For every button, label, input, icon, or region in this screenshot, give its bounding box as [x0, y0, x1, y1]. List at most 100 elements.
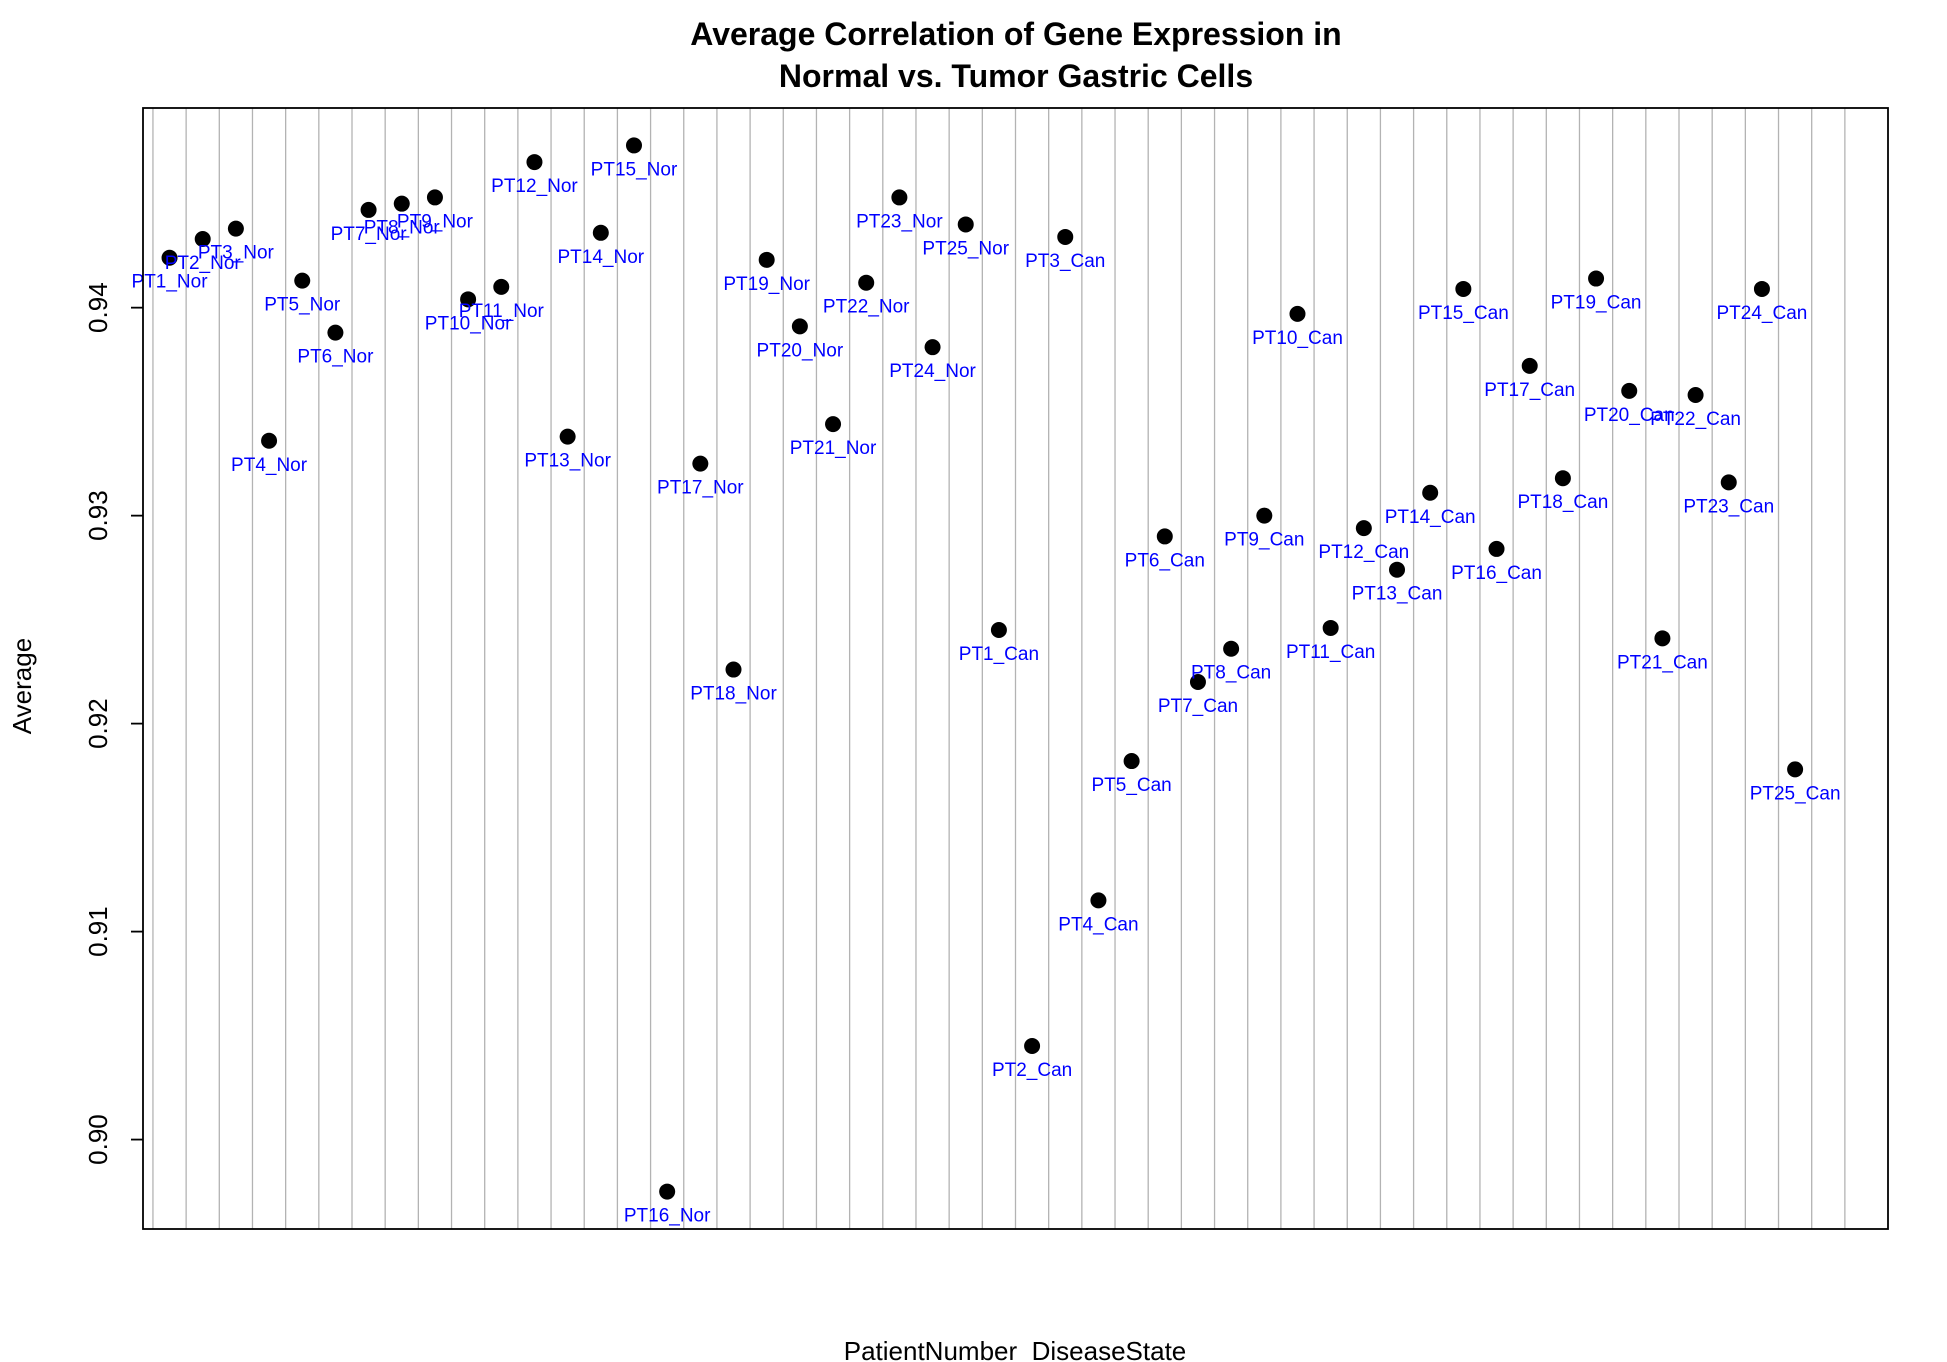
- point-label: PT9_Can: [1224, 530, 1304, 551]
- data-point: [625, 137, 642, 154]
- point-label: PT10_Nor: [425, 313, 512, 334]
- data-point: [1588, 270, 1605, 287]
- data-point: [161, 249, 178, 266]
- data-point: [1422, 484, 1439, 501]
- point-label: PT12_Can: [1318, 542, 1409, 563]
- data-point: [1189, 674, 1206, 691]
- point-label: PT19_Can: [1551, 293, 1642, 314]
- data-point: [1753, 280, 1770, 297]
- point-label: PT9_Nor: [397, 211, 474, 232]
- data-point: [194, 231, 211, 248]
- point-label: PT1_Can: [959, 644, 1039, 665]
- data-point: [1720, 474, 1737, 491]
- data-point: [891, 189, 908, 206]
- point-label: PT10_Can: [1252, 328, 1343, 349]
- data-point: [1322, 619, 1339, 636]
- chart-title-line-2: Normal vs. Tumor Gastric Cells: [779, 58, 1253, 94]
- point-label: PT11_Can: [1286, 642, 1375, 663]
- point-label: PT25_Nor: [922, 238, 1009, 259]
- x-axis-label: PatientNumber_DiseaseState: [844, 1336, 1187, 1362]
- point-label: PT2_Nor: [165, 253, 242, 274]
- data-point: [1687, 387, 1704, 404]
- data-point: [1355, 520, 1372, 537]
- y-axis: 0.90 0.91 0.92 0.93 0.94: [83, 282, 143, 1165]
- point-label: PT15_Nor: [591, 159, 678, 180]
- point-label: PT17_Nor: [657, 478, 744, 499]
- point-label: PT22_Can: [1650, 409, 1741, 430]
- data-point: [692, 455, 709, 472]
- point-label: PT2_Can: [992, 1060, 1072, 1081]
- point-label: PT24_Can: [1717, 303, 1808, 324]
- point-label: PT3_Can: [1025, 251, 1105, 272]
- point-label: PT4_Nor: [231, 455, 308, 476]
- data-point: [261, 432, 278, 449]
- point-label: PT4_Can: [1058, 914, 1138, 935]
- data-point: [924, 339, 941, 356]
- data-point: [592, 224, 609, 241]
- data-point: [825, 416, 842, 433]
- y-tick-label: 0.92: [83, 698, 113, 749]
- data-point: [957, 216, 974, 233]
- data-point: [227, 220, 244, 237]
- point-label: PT25_Can: [1750, 783, 1841, 804]
- chart-title-line-1: Average Correlation of Gene Expression i…: [690, 16, 1341, 52]
- point-label: PT13_Can: [1352, 584, 1443, 605]
- data-point: [1256, 507, 1273, 524]
- point-label: PT3_Nor: [198, 243, 275, 264]
- point-label: PT20_Nor: [757, 340, 844, 361]
- point-label: PT14_Can: [1385, 507, 1476, 528]
- data-point: [1521, 357, 1538, 374]
- point-label: PT22_Nor: [823, 297, 910, 318]
- data-point: [393, 195, 410, 212]
- point-label: PT12_Nor: [491, 176, 578, 197]
- data-point: [460, 291, 477, 308]
- point-label: PT6_Nor: [297, 347, 374, 368]
- y-tick-label: 0.93: [83, 490, 113, 541]
- point-label: PT11_Nor: [459, 301, 545, 322]
- point-label: PT14_Nor: [558, 247, 645, 268]
- plot-frame: [142, 107, 1889, 1230]
- y-tick-label: 0.94: [83, 282, 113, 333]
- point-label: PT24_Nor: [889, 361, 976, 382]
- point-label: PT16_Can: [1451, 563, 1542, 584]
- point-label: PT23_Nor: [856, 211, 943, 232]
- data-point: [1090, 892, 1107, 909]
- data-points: [161, 137, 1804, 1200]
- data-point: [1156, 528, 1173, 545]
- point-label: PT17_Can: [1484, 380, 1575, 401]
- grid-lines: [152, 108, 1846, 1229]
- data-point: [559, 428, 576, 445]
- point-label: PT16_Nor: [624, 1206, 711, 1227]
- data-point: [1057, 228, 1074, 245]
- point-label: PT6_Can: [1125, 550, 1205, 571]
- point-label: PT19_Nor: [723, 274, 810, 295]
- y-tick-label: 0.90: [83, 1114, 113, 1165]
- data-point: [791, 318, 808, 335]
- point-label: PT7_Can: [1158, 696, 1238, 717]
- data-point: [659, 1183, 676, 1200]
- data-point: [1289, 305, 1306, 322]
- point-label: PT21_Nor: [790, 438, 877, 459]
- data-point: [725, 661, 742, 678]
- point-label: PT13_Nor: [524, 451, 611, 472]
- point-label: PT1_Nor: [132, 272, 209, 293]
- y-tick-label: 0.91: [83, 906, 113, 957]
- point-label: PT18_Nor: [690, 684, 777, 705]
- data-point: [1123, 753, 1140, 770]
- data-point: [1389, 561, 1406, 578]
- point-label: PT15_Can: [1418, 303, 1509, 324]
- point-label: PT8_Can: [1191, 663, 1271, 684]
- data-point: [294, 272, 311, 289]
- data-point: [1024, 1037, 1041, 1054]
- data-point: [1455, 280, 1472, 297]
- data-point: [1654, 630, 1671, 647]
- data-point: [1787, 761, 1804, 778]
- y-axis-label: Average: [7, 638, 37, 734]
- point-label: PT23_Can: [1683, 496, 1774, 517]
- point-label: PT5_Nor: [264, 295, 341, 316]
- data-point: [1554, 470, 1571, 487]
- point-label: PT18_Can: [1517, 492, 1608, 513]
- data-point: [1223, 640, 1240, 657]
- data-point: [327, 324, 344, 341]
